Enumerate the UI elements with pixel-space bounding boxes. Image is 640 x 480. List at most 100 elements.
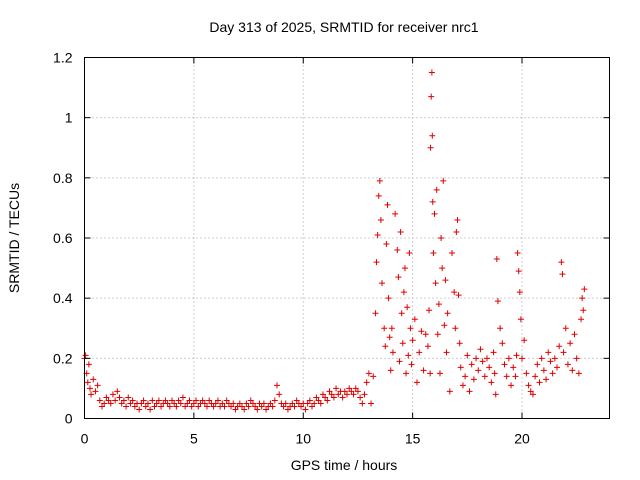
data-point	[523, 370, 530, 377]
data-point	[475, 367, 482, 374]
data-point	[118, 400, 125, 407]
x-tick-label: 15	[405, 431, 421, 447]
data-point	[377, 216, 384, 223]
data-point	[212, 400, 219, 407]
data-point	[532, 373, 539, 380]
data-point	[107, 400, 114, 407]
data-point	[517, 316, 524, 323]
data-point	[396, 358, 403, 365]
data-point	[304, 400, 311, 407]
data-point	[309, 403, 315, 410]
data-point	[466, 388, 473, 395]
data-point	[375, 192, 382, 199]
data-point	[433, 186, 440, 193]
data-point	[389, 349, 396, 356]
data-point	[267, 400, 274, 407]
data-point	[420, 367, 427, 374]
data-point	[547, 358, 554, 365]
data-point	[149, 397, 156, 404]
x-axis-ticks: 0 5 10 15 20	[81, 57, 530, 447]
data-point	[477, 346, 484, 353]
data-point	[581, 286, 588, 293]
data-point	[131, 403, 138, 410]
gridlines	[84, 57, 610, 419]
data-point	[424, 343, 431, 350]
data-point	[241, 406, 248, 413]
data-point	[289, 400, 296, 407]
data-point	[206, 397, 213, 404]
data-point	[395, 274, 402, 281]
data-point	[155, 397, 162, 404]
data-point	[429, 132, 436, 139]
data-point	[280, 403, 287, 410]
data-point	[441, 322, 448, 329]
data-point	[293, 397, 300, 404]
data-point	[418, 328, 425, 335]
data-point	[397, 228, 404, 235]
y-tick-label: 0.6	[53, 230, 73, 246]
data-point	[344, 391, 350, 398]
data-point	[129, 397, 136, 404]
data-point	[352, 385, 359, 392]
data-point	[153, 400, 160, 407]
data-point	[319, 391, 326, 398]
data-point	[525, 382, 532, 389]
data-point	[512, 373, 519, 380]
data-point	[249, 400, 256, 407]
data-point	[452, 325, 459, 332]
data-points	[81, 69, 588, 413]
y-tick-label: 0.2	[53, 350, 73, 366]
data-point	[348, 388, 355, 395]
data-point	[428, 69, 435, 76]
data-point	[219, 400, 226, 407]
data-point	[357, 394, 364, 401]
data-point	[429, 198, 436, 205]
data-point	[499, 340, 506, 347]
data-point	[252, 403, 259, 410]
data-point	[515, 268, 522, 275]
data-point	[508, 382, 515, 389]
data-point	[459, 382, 466, 389]
data-point	[519, 355, 525, 362]
x-tick-label: 10	[295, 431, 311, 447]
data-point	[269, 403, 276, 410]
y-tick-label: 1.2	[53, 50, 73, 66]
data-point	[236, 400, 243, 407]
data-point	[470, 376, 477, 383]
data-point	[182, 403, 189, 410]
data-point	[527, 388, 534, 395]
data-point	[274, 382, 280, 389]
data-point	[427, 144, 434, 151]
data-point	[501, 361, 508, 368]
data-point	[330, 394, 337, 401]
data-point	[195, 403, 202, 410]
data-point	[558, 259, 565, 266]
data-point	[493, 256, 500, 263]
y-tick-label: 0.4	[53, 290, 73, 306]
data-point	[559, 271, 566, 278]
data-point	[434, 331, 441, 338]
plot-frame	[84, 57, 610, 419]
y-tick-label: 0	[65, 411, 73, 427]
data-point	[350, 391, 357, 398]
data-point	[455, 292, 462, 299]
y-axis-ticks: 0 0.2 0.4 0.6 0.8 1 1.2	[53, 50, 610, 427]
data-point	[374, 231, 381, 238]
data-point	[376, 177, 383, 184]
y-tick-label: 1	[65, 110, 73, 126]
data-point	[379, 280, 385, 287]
data-point	[125, 394, 132, 401]
data-point	[276, 391, 283, 398]
data-point	[373, 259, 380, 266]
data-point	[556, 343, 563, 350]
data-point	[573, 355, 580, 362]
data-point	[400, 289, 407, 296]
data-point	[451, 289, 458, 296]
data-point	[136, 406, 143, 413]
data-point	[468, 361, 475, 368]
data-point	[193, 397, 200, 404]
data-point	[488, 379, 495, 386]
data-point	[326, 388, 333, 395]
data-point	[543, 376, 550, 383]
